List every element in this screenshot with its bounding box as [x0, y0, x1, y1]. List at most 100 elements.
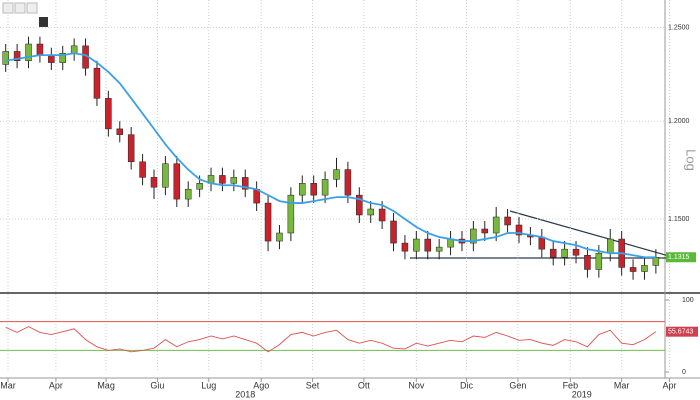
candle-body	[561, 248, 568, 258]
last-price-tag	[666, 252, 696, 263]
candle	[173, 155, 181, 208]
x-tick-label: Set	[306, 380, 320, 390]
candle-body	[299, 183, 306, 196]
candle-body	[150, 177, 158, 188]
candle	[481, 220, 489, 242]
candle-body	[2, 51, 9, 65]
candle	[401, 235, 409, 260]
candle	[264, 195, 272, 252]
candle-body	[287, 194, 295, 234]
candle-body	[13, 51, 21, 61]
candle-body	[116, 128, 124, 135]
rsi-last-label: 55.6743	[668, 329, 693, 336]
candle-body	[59, 53, 66, 63]
candle-body	[504, 216, 511, 226]
candle-body	[25, 43, 32, 61]
candle	[241, 169, 249, 198]
candle-body	[390, 220, 397, 244]
candle	[139, 153, 146, 186]
y-tick-label: 1.2500	[668, 24, 690, 31]
candle-body	[219, 175, 226, 184]
candle-body	[549, 248, 557, 258]
candle	[93, 60, 101, 106]
candle-body	[276, 232, 283, 242]
x-tick-label: Lug	[201, 380, 216, 390]
candle	[184, 181, 192, 208]
candle-body	[70, 45, 78, 54]
candle-body	[401, 242, 409, 252]
candle	[25, 36, 32, 69]
candle-body	[584, 254, 591, 270]
x-tick-label: Ott	[358, 380, 371, 390]
candle-body	[139, 161, 146, 178]
candle	[515, 216, 523, 244]
candle	[162, 155, 169, 196]
candle-body	[48, 54, 55, 63]
candle-body	[470, 228, 477, 244]
rsi-line	[5, 326, 657, 353]
candle	[105, 90, 112, 137]
candle	[390, 213, 397, 252]
rsi-tick-label: 0	[682, 369, 686, 376]
candle-body	[93, 67, 101, 99]
x-tick-label: Feb	[563, 380, 579, 390]
candle-body	[572, 248, 580, 256]
x-tick-label: Mar	[614, 380, 630, 390]
candle-body	[184, 188, 192, 200]
candle-body	[241, 177, 249, 190]
candle-body	[264, 202, 272, 242]
candle-body	[196, 183, 203, 190]
candle-body	[162, 163, 169, 188]
candle-body	[481, 228, 489, 234]
candle	[299, 175, 306, 204]
candle	[504, 209, 511, 234]
x-tick-label: Mag	[97, 380, 115, 390]
x-tick-label: Dic	[460, 380, 473, 390]
candle	[116, 121, 124, 143]
candle-body	[356, 194, 363, 216]
candle	[276, 224, 283, 250]
candle	[2, 44, 9, 72]
candle	[492, 207, 500, 242]
candle-body	[492, 216, 500, 234]
candle	[219, 167, 226, 192]
candle	[230, 169, 238, 192]
candle-body	[367, 208, 374, 216]
tool-button[interactable]	[14, 2, 26, 14]
candle	[356, 187, 363, 223]
y-tick-label: 1.2000	[668, 118, 690, 125]
candle	[413, 231, 420, 260]
tool-button[interactable]	[39, 17, 48, 27]
x-tick-label: Ago	[253, 380, 269, 390]
x-tick-label: Apr	[49, 380, 63, 390]
candle	[310, 175, 317, 204]
y-tick-label: 1.1500	[668, 216, 690, 223]
candle-body	[321, 179, 329, 196]
candle	[367, 201, 374, 223]
candle	[435, 239, 443, 260]
candle	[127, 126, 135, 170]
tool-button[interactable]	[2, 2, 14, 14]
candle-body	[515, 224, 523, 236]
x-tick-label: Gen	[509, 380, 526, 390]
candle-body	[629, 267, 637, 272]
x-tick-label: Apr	[663, 380, 677, 390]
tool-button[interactable]	[26, 2, 38, 14]
candle-body	[538, 236, 546, 250]
candle-body	[413, 238, 420, 252]
candle	[629, 259, 637, 280]
candle-body	[641, 265, 648, 272]
candle	[287, 187, 295, 242]
candle	[549, 241, 557, 266]
candle-body	[606, 238, 614, 254]
candle-body	[173, 163, 181, 200]
candle	[333, 157, 340, 188]
candle	[424, 231, 431, 260]
candle-body	[435, 246, 443, 252]
x-tick-label: Giu	[150, 380, 164, 390]
x-tick-label: Mar	[0, 380, 16, 390]
candle	[584, 247, 591, 278]
rsi-tick-label: 100	[682, 297, 694, 304]
